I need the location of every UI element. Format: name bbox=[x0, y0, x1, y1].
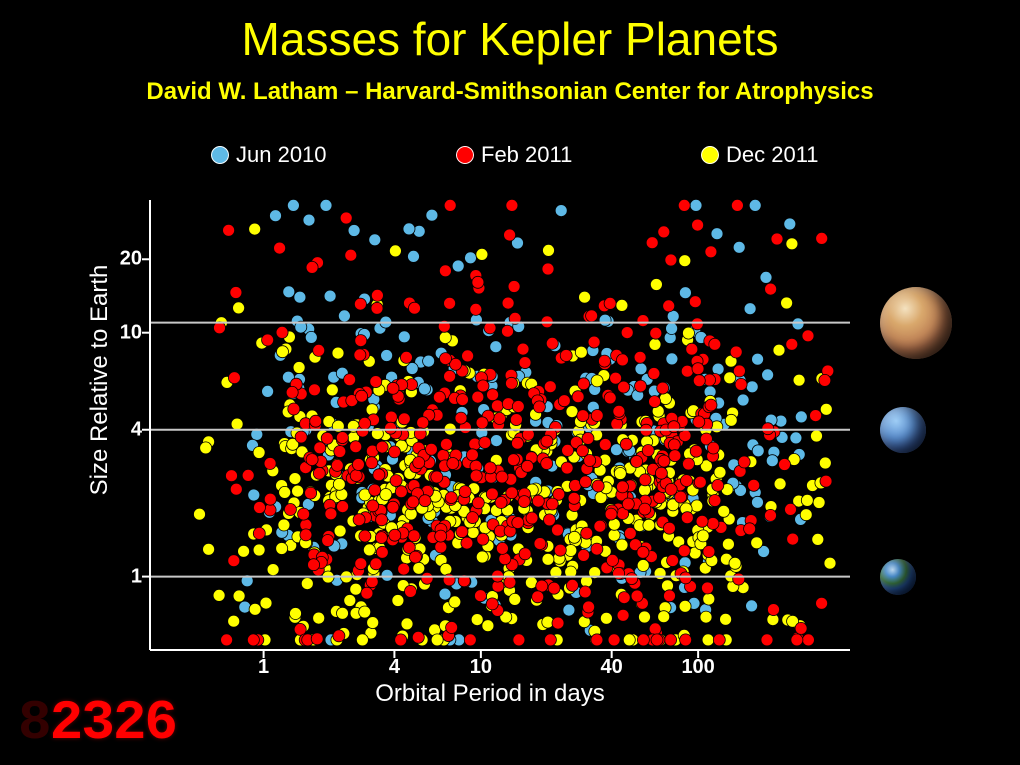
x-tick-label: 40 bbox=[601, 656, 623, 679]
counter-value: 2326 bbox=[50, 691, 176, 755]
y-tick-label: 1 bbox=[131, 565, 142, 588]
x-tick-label: 10 bbox=[470, 656, 492, 679]
jupiter-icon bbox=[880, 287, 952, 359]
legend-swatch bbox=[455, 145, 475, 165]
title: Masses for Kepler Planets bbox=[0, 12, 1020, 66]
subtitle: David W. Latham – Harvard-Smithsonian Ce… bbox=[0, 78, 1020, 106]
legend-item: Dec 2011 bbox=[700, 142, 819, 168]
x-tick-label: 100 bbox=[681, 656, 714, 679]
x-tick-label: 1 bbox=[258, 656, 269, 679]
x-tick-label: 4 bbox=[389, 656, 400, 679]
y-tick-label: 20 bbox=[120, 248, 142, 271]
slide: Masses for Kepler Planets David W. Latha… bbox=[0, 0, 1020, 765]
legend-label: Feb 2011 bbox=[481, 142, 572, 168]
legend-item: Feb 2011 bbox=[455, 142, 572, 168]
y-tick-label: 4 bbox=[131, 418, 142, 441]
legend-item: Jun 2010 bbox=[210, 142, 327, 168]
legend-swatch bbox=[700, 145, 720, 165]
y-axis-label: Size Relative to Earth bbox=[86, 265, 114, 496]
legend-label: Jun 2010 bbox=[236, 142, 327, 168]
plot-area: 141020141040100 bbox=[150, 200, 850, 650]
legend-swatch bbox=[210, 145, 230, 165]
chart: Size Relative to Earth 141020141040100 O… bbox=[110, 180, 870, 690]
counter-dim: 8 bbox=[18, 691, 50, 755]
counter: 82326 bbox=[18, 691, 176, 755]
y-tick-label: 10 bbox=[120, 321, 142, 344]
earth-icon bbox=[880, 559, 916, 595]
plot-svg bbox=[150, 200, 850, 650]
x-axis-label: Orbital Period in days bbox=[110, 680, 870, 708]
neptune-icon bbox=[880, 407, 926, 453]
legend: Jun 2010 Feb 2011 Dec 2011 bbox=[200, 142, 900, 172]
legend-label: Dec 2011 bbox=[726, 142, 819, 168]
